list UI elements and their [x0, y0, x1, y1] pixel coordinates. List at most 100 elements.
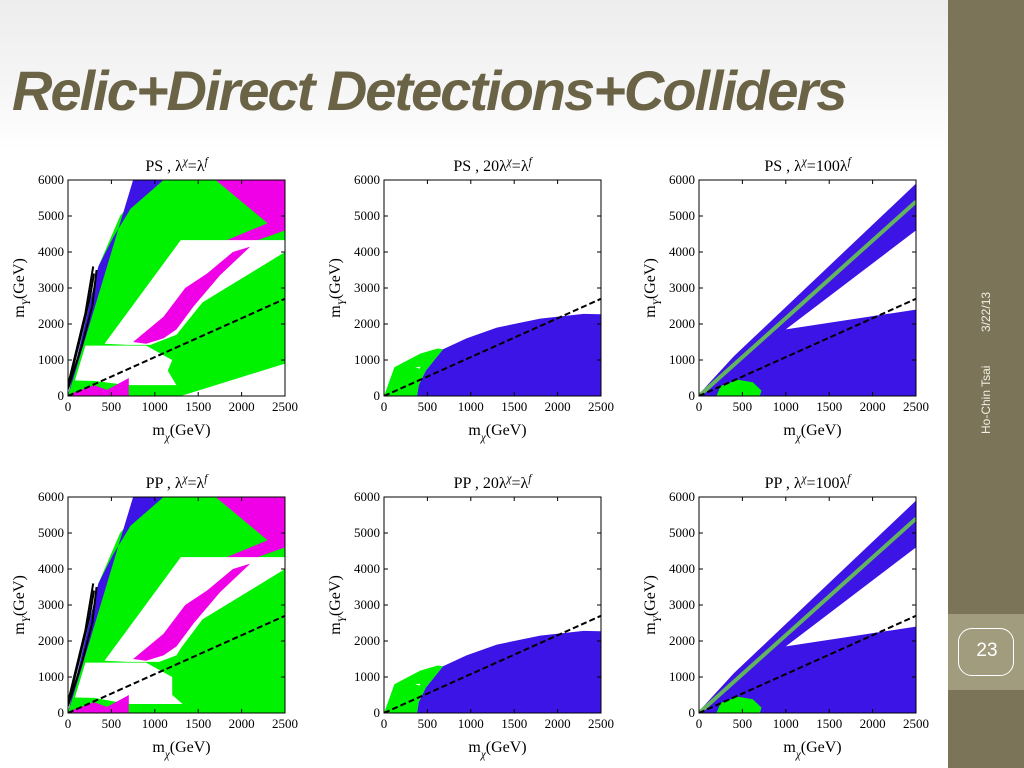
- y-tick-label: 5000: [354, 208, 380, 223]
- chart-panel-2: 0 500 1000 1500 2000 2500 0 1000 2000 3000 4000 500…: [327, 156, 614, 444]
- x-tick-label: 2000: [860, 399, 886, 414]
- y-tick-label: 3000: [38, 280, 64, 295]
- x-tick-label: 0: [696, 399, 703, 414]
- y-tick-label: 3000: [354, 280, 380, 295]
- y-tick-label: 2000: [669, 316, 695, 331]
- region-white: [415, 366, 421, 369]
- y-tick-label: 3000: [38, 597, 64, 612]
- plot-area: [384, 297, 601, 396]
- y-tick-label: 5000: [38, 208, 64, 223]
- x-tick-label: 500: [733, 399, 753, 414]
- y-axis-label: mY(GeV): [642, 258, 664, 318]
- x-axis-label: mχ(GeV): [783, 739, 841, 761]
- y-tick-label: 4000: [669, 561, 695, 576]
- plot-area: [68, 180, 285, 396]
- x-tick-label: 2500: [903, 716, 929, 731]
- x-tick-label: 500: [418, 399, 438, 414]
- x-tick-label: 1500: [816, 399, 842, 414]
- y-tick-label: 4000: [669, 244, 695, 259]
- region-blue: [417, 630, 601, 713]
- page-number: 23: [976, 640, 998, 661]
- region-green: [128, 704, 183, 713]
- y-tick-label: 6000: [669, 489, 695, 504]
- x-tick-label: 500: [733, 716, 753, 731]
- x-tick-label: 1000: [142, 716, 168, 731]
- region-green: [384, 348, 443, 396]
- y-tick-label: 0: [58, 705, 65, 720]
- chart-title: PS , 20λχ=λf: [453, 156, 533, 175]
- x-axis-label: mχ(GeV): [468, 739, 526, 761]
- y-tick-label: 1000: [38, 352, 64, 367]
- slide-title: Relic+Direct Detections+Colliders: [12, 59, 847, 122]
- x-tick-label: 0: [65, 399, 72, 414]
- region-blue: [417, 313, 601, 396]
- x-tick-label: 0: [381, 716, 388, 731]
- y-tick-label: 0: [689, 388, 696, 403]
- footer-info: 3/22/13 Ho-Chin Tsai: [958, 272, 1018, 434]
- chart-title: PP , λχ=100λf: [765, 473, 853, 492]
- chart-title: PS , λχ=λf: [145, 156, 209, 175]
- solid-contour-line: [68, 269, 98, 390]
- y-axis-label: mY(GeV): [327, 258, 349, 318]
- x-axis-label: mχ(GeV): [152, 739, 210, 761]
- x-tick-label: 2000: [545, 399, 571, 414]
- page-number-frame: 23: [958, 628, 1014, 676]
- chart-title: PP , 20λχ=λf: [454, 473, 534, 492]
- region-magenta: [72, 378, 129, 396]
- plot-area: [384, 614, 601, 713]
- y-tick-label: 1000: [354, 669, 380, 684]
- y-tick-label: 2000: [669, 633, 695, 648]
- chart-panel-5: 0 500 1000 1500 2000 2500 0 1000 2000 3000 4000 500…: [327, 473, 614, 761]
- y-tick-label: 0: [374, 388, 381, 403]
- y-tick-label: 6000: [38, 489, 64, 504]
- x-tick-label: 1000: [142, 399, 168, 414]
- x-tick-label: 2000: [229, 716, 255, 731]
- region-magenta: [215, 497, 285, 559]
- x-tick-label: 1000: [773, 716, 799, 731]
- page-number-box: 23: [948, 614, 1024, 690]
- x-tick-label: 2000: [545, 716, 571, 731]
- y-tick-label: 0: [58, 388, 65, 403]
- y-tick-label: 2000: [354, 633, 380, 648]
- region-white: [74, 345, 177, 386]
- chart-title: PP , λχ=λf: [146, 473, 210, 492]
- chart-panel-6: 0 500 1000 1500 2000 2500 0 1000 2000 3000 4000 500…: [642, 473, 929, 761]
- solid-contour-line: [68, 586, 98, 707]
- region-magenta: [133, 563, 251, 661]
- plot-area: [699, 500, 916, 713]
- footer-date: 3/22/13: [979, 291, 993, 332]
- region-blue: [699, 500, 916, 713]
- y-tick-label: 5000: [669, 208, 695, 223]
- y-tick-label: 4000: [354, 244, 380, 259]
- region-magenta: [133, 246, 251, 344]
- x-tick-label: 1500: [185, 399, 211, 414]
- resonance-band-line: [699, 200, 916, 396]
- chart-panel-4: 0 500 1000 1500 2000 2500 0 1000 2000 3000 4000 500…: [11, 473, 298, 761]
- dashed-kinematic-line: [68, 297, 285, 396]
- x-tick-label: 0: [696, 716, 703, 731]
- y-tick-label: 6000: [669, 172, 695, 187]
- y-tick-label: 1000: [669, 352, 695, 367]
- footer-author: Ho-Chin Tsai: [979, 365, 993, 434]
- y-tick-label: 2000: [354, 316, 380, 331]
- dashed-kinematic-line: [384, 297, 601, 396]
- x-tick-label: 1000: [773, 399, 799, 414]
- y-tick-label: 3000: [354, 597, 380, 612]
- y-tick-label: 5000: [38, 525, 64, 540]
- x-axis-label: mχ(GeV): [783, 422, 841, 444]
- region-white: [415, 683, 421, 686]
- chart-figure: 0 500 1000 1500 2000 2500 0 1000 2000 3000 4000 500…: [11, 156, 929, 761]
- y-axis-label: mY(GeV): [642, 575, 664, 635]
- x-tick-label: 2000: [860, 716, 886, 731]
- region-green: [384, 665, 443, 713]
- x-tick-label: 0: [381, 399, 388, 414]
- x-tick-label: 2500: [903, 399, 929, 414]
- x-tick-label: 1500: [816, 716, 842, 731]
- y-tick-label: 0: [374, 705, 381, 720]
- y-tick-label: 5000: [669, 525, 695, 540]
- region-magenta: [215, 180, 285, 242]
- x-tick-label: 2500: [588, 716, 614, 731]
- y-tick-label: 1000: [38, 669, 64, 684]
- y-tick-label: 4000: [38, 561, 64, 576]
- dashed-kinematic-line: [68, 614, 285, 713]
